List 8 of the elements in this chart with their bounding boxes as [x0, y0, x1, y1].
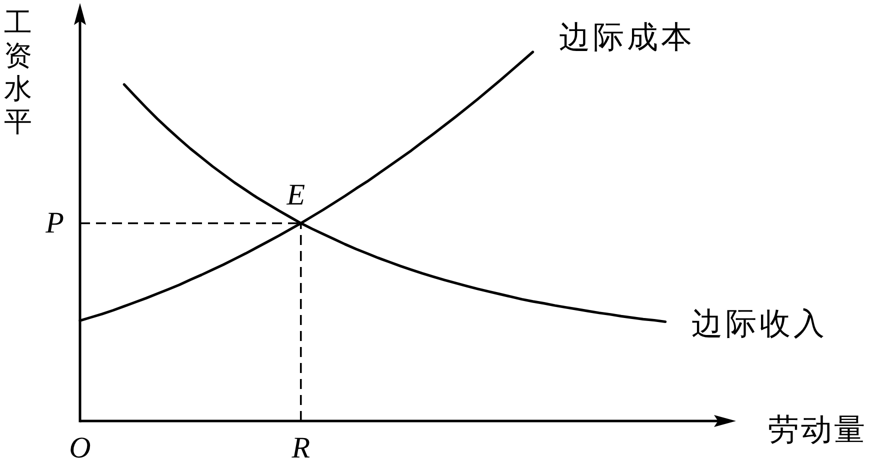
- category-label: R: [292, 432, 310, 461]
- category-label: O: [69, 432, 91, 461]
- x-label: 劳动量: [768, 412, 867, 448]
- series-label: 边际成本: [558, 20, 695, 56]
- annotation: E: [286, 178, 306, 212]
- series-label: 边际收入: [691, 306, 828, 342]
- ref-line-label: P: [46, 206, 64, 240]
- y-label: 工资水平: [4, 6, 32, 138]
